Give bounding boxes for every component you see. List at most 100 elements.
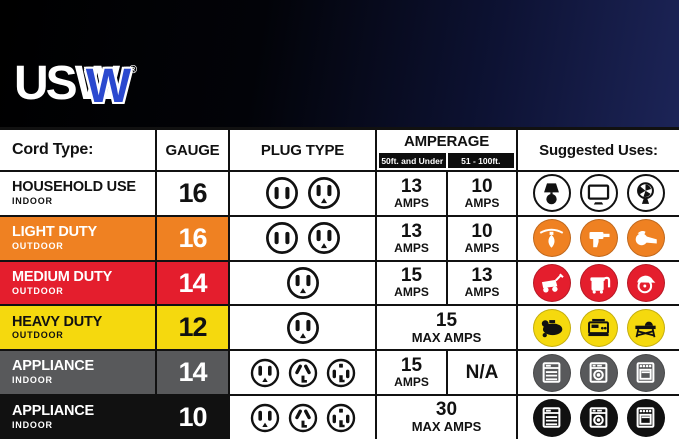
use-dishwasher-icon [532, 353, 571, 392]
usw-logo: USW W ® [14, 57, 138, 113]
use-circular-saw-icon [626, 264, 665, 303]
amperage-value: 15 [435, 309, 458, 331]
cord-location-label: INDOOR [12, 420, 53, 431]
cord-comparison-table: Cord Type: GAUGE PLUG TYPE AMPERAGE 50ft… [0, 127, 679, 439]
table-row-appliance: APPLIANCE INDOOR 14 15 AMPS N/A [0, 351, 679, 397]
logo-w-blue-accent: W [85, 60, 131, 113]
plug-angled-three-prong-icon [287, 357, 319, 389]
plug-angled-three-prong-icon [287, 402, 319, 434]
use-washing-machine-icon [579, 398, 618, 437]
amperage-100ft-unit: AMPS [464, 285, 500, 300]
plug-three-prong-icon [285, 310, 321, 346]
gauge-value: 14 [178, 357, 207, 388]
amperage-100ft-cell: N/A [448, 351, 518, 395]
amperage-subheader-51-100: 51 - 100ft. [447, 153, 514, 168]
amperage-50ft-unit: AMPS [394, 240, 429, 255]
amperage-50ft-value: 13 [400, 220, 423, 242]
use-wet-dry-vac-icon [579, 264, 618, 303]
header-cord-type-label: Cord Type: [12, 141, 94, 158]
header-gauge: GAUGE [157, 130, 230, 170]
suggested-uses-cell [518, 262, 679, 305]
registered-trademark: ® [129, 64, 138, 76]
cord-type-label: HEAVY DUTY [12, 313, 103, 330]
amperage-100ft-cell: 10 AMPS [448, 216, 518, 260]
suggested-uses-cell [518, 217, 679, 260]
amperage-100ft-unit: AMPS [464, 240, 500, 255]
gauge-cell: 16 [157, 172, 230, 215]
use-washing-machine-icon [579, 353, 618, 392]
header-amperage: AMPERAGE 50ft. and Under 51 - 100ft. [377, 130, 518, 170]
gauge-value: 12 [178, 312, 207, 343]
cord-type-label: APPLIANCE [12, 403, 94, 420]
gauge-cell: 12 [157, 306, 230, 350]
amperage-unit: MAX AMPS [411, 419, 482, 435]
use-generator-icon [579, 308, 618, 347]
use-range-oven-icon [626, 353, 665, 392]
amperage-subheader-under50: 50ft. and Under [379, 153, 446, 168]
use-power-drill-icon [579, 219, 618, 258]
amperage-50ft-unit: AMPS [394, 285, 429, 300]
suggested-uses-cell [518, 306, 679, 349]
table-header-row: Cord Type: GAUGE PLUG TYPE AMPERAGE 50ft… [0, 130, 679, 172]
gauge-cell: 14 [157, 351, 230, 395]
gauge-cell: 14 [157, 261, 230, 305]
amperage-100ft-unit: AMPS [464, 195, 500, 210]
amperage-100ft-value: N/A [465, 361, 499, 383]
amperage-100ft-value: 10 [471, 175, 493, 197]
use-leaf-blower-icon [626, 219, 665, 258]
amperage-50ft-cell: 13 AMPS [377, 216, 448, 260]
use-range-oven-icon [626, 398, 665, 437]
amperage-100ft-cell: 13 AMPS [448, 261, 518, 305]
suggested-uses-cell [518, 172, 679, 215]
cord-type-cell: HEAVY DUTY OUTDOOR [0, 306, 157, 350]
table-row-appliance: APPLIANCE INDOOR 10 30 MAX AMPS [0, 396, 679, 439]
use-lawn-mower-icon [532, 264, 571, 303]
suggested-uses-cell [518, 351, 679, 394]
plug-type-cell [230, 396, 377, 439]
table-row-heavy-duty: HEAVY DUTY OUTDOOR 12 15 MAX AMPS [0, 306, 679, 352]
cord-type-cell: LIGHT DUTY OUTDOOR [0, 216, 157, 260]
plug-three-prong-icon [249, 357, 281, 389]
cord-type-label: LIGHT DUTY [12, 223, 97, 240]
cord-location-label: OUTDOOR [12, 240, 64, 251]
table-row-medium-duty: MEDIUM DUTY OUTDOOR 14 15 AMPS 13 AMPS [0, 261, 679, 307]
header-gauge-label: GAUGE [165, 141, 220, 159]
cord-location-label: OUTDOOR [12, 330, 64, 341]
gauge-cell: 16 [157, 216, 230, 260]
amperage-value: 30 [435, 399, 458, 421]
header-plug-type-label: PLUG TYPE [260, 141, 345, 159]
header-suggested-uses: Suggested Uses: [518, 130, 679, 170]
plug-four-prong-icon [325, 402, 357, 434]
cord-location-label: INDOOR [12, 375, 53, 386]
plug-three-prong-icon [285, 265, 321, 301]
amperage-50ft-cell: 15 AMPS [377, 351, 448, 395]
use-fan-icon [626, 174, 665, 213]
amperage-50ft-value: 15 [400, 355, 423, 377]
plug-two-prong-icon [264, 220, 300, 256]
header-amperage-label: AMPERAGE [403, 133, 490, 150]
cord-type-cell: HOUSEHOLD USE INDOOR [0, 172, 157, 215]
amperage-unit: MAX AMPS [411, 329, 482, 345]
amperage-50ft-unit: AMPS [394, 195, 429, 210]
cord-type-cell: APPLIANCE INDOOR [0, 351, 157, 395]
amperage-50ft-unit: AMPS [394, 375, 429, 390]
plug-four-prong-icon [325, 357, 357, 389]
gauge-value: 14 [178, 267, 207, 298]
amperage-50ft-value: 13 [400, 175, 423, 197]
amperage-merged-cell: 15 MAX AMPS [377, 306, 518, 350]
amperage-subheaders: 50ft. and Under 51 - 100ft. [377, 152, 516, 170]
cord-location-label: OUTDOOR [12, 285, 64, 296]
amperage-merged-cell: 30 MAX AMPS [377, 396, 518, 439]
header-plug-type: PLUG TYPE [230, 130, 377, 170]
plug-type-cell [230, 261, 377, 305]
plug-three-prong-icon [306, 220, 342, 256]
suggested-uses-cell [518, 396, 679, 439]
use-table-saw-icon [626, 308, 665, 347]
plug-three-prong-icon [306, 175, 342, 211]
amperage-100ft-value: 13 [471, 265, 493, 287]
plug-two-prong-icon [264, 175, 300, 211]
brand-banner: USW W ® [0, 0, 679, 127]
logo-text-us: US [14, 57, 78, 110]
